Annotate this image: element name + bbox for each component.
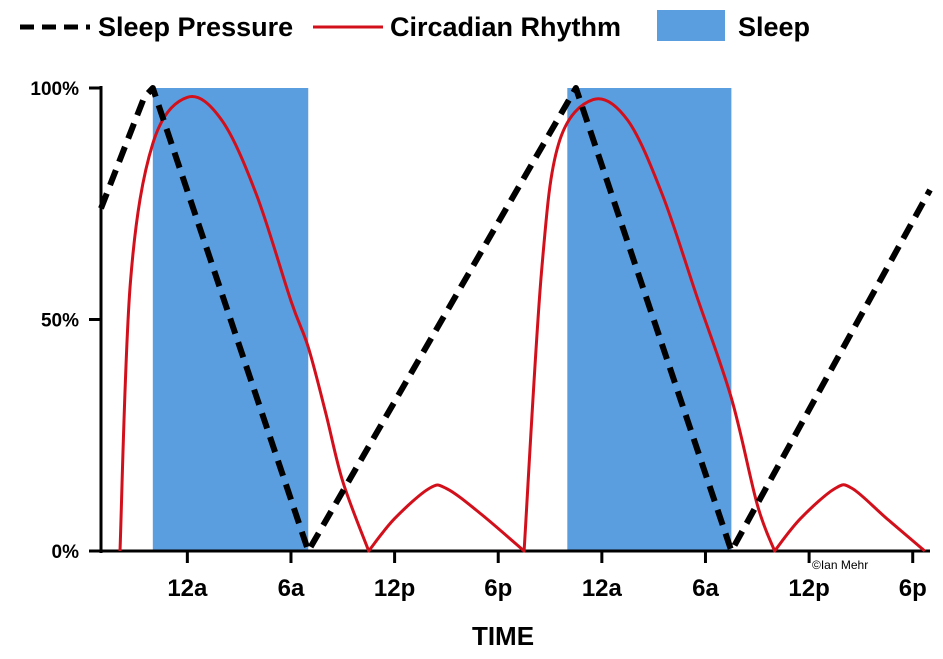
x-tick-label-3: 12p <box>374 575 415 602</box>
x-tick-label-6: 6a <box>692 575 719 602</box>
credit-annotation: ©Ian Mehr <box>812 558 868 572</box>
legend-label-circadian-rhythm: Circadian Rhythm <box>390 12 621 42</box>
x-tick-label-7: 12p <box>788 575 829 602</box>
y-tick-label-50: 50% <box>41 311 79 332</box>
legend: Sleep Pressure Circadian Rhythm Sleep <box>20 10 810 42</box>
legend-label-sleep: Sleep <box>738 12 810 42</box>
series-line-circadian-rhythm <box>118 95 926 553</box>
x-tick-label-2: 6a <box>278 575 305 602</box>
x-tick-label-5: 12a <box>582 575 623 602</box>
sleep-band-2 <box>567 88 732 551</box>
series-layer <box>98 85 933 554</box>
tick-labels: 0% 50% 100% 12a 6a 12p 6p 12a 6a 12p 6p <box>30 79 926 602</box>
y-tick-label-100: 100% <box>30 79 79 100</box>
axes <box>89 86 930 563</box>
x-tick-label-8: 6p <box>899 575 927 602</box>
y-tick-label-0: 0% <box>52 542 80 563</box>
x-tick-label-4: 6p <box>484 575 512 602</box>
legend-swatch-sleep <box>657 10 725 41</box>
x-tick-label-1: 12a <box>167 575 208 602</box>
x-axis-label: TIME <box>472 621 534 651</box>
legend-label-sleep-pressure: Sleep Pressure <box>98 12 293 42</box>
